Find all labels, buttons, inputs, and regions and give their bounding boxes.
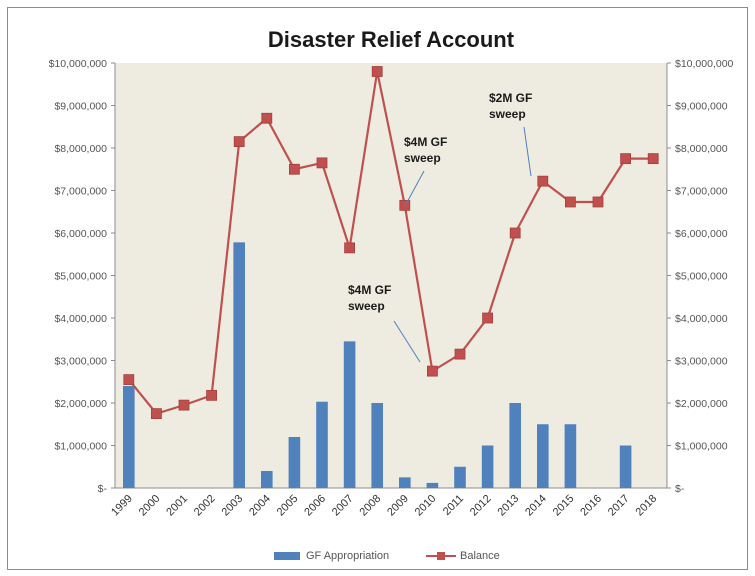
y-tick-label-left: $2,000,000 [54,398,107,410]
bar-gf-appropriation [371,403,383,488]
annotation-pointer [523,126,532,177]
y-tick-label-left: $7,000,000 [54,186,107,198]
balance-point [647,153,659,165]
balance-point [565,196,576,208]
y-tick-label-left: $3,000,000 [54,356,107,368]
bar-gf-appropriation [509,403,521,488]
y-tick-label-right: $1,000,000 [675,441,728,453]
x-tick-label: 2001 [164,493,190,519]
x-tick-label: 2002 [192,493,218,519]
x-tick-label: 2004 [247,493,273,519]
x-tick-label: 2016 [578,493,604,519]
bar-gf-appropriation [316,401,328,488]
balance-point [178,399,190,411]
y-tick-label-left: $5,000,000 [54,271,107,283]
balance-point [482,312,494,324]
y-tick-label-left: $8,000,000 [54,143,107,155]
annotation-label-line2: sweep [489,107,526,121]
y-tick-label-right: $7,000,000 [675,186,728,198]
x-tick-label: 2014 [523,493,549,519]
y-axis-ticks: $- $- $1,000,000 $1,000,000 $2,000,000 $2,000… [49,58,734,495]
bar-gf-appropriation [564,424,577,488]
legend-label-bar: GF Appropriation [306,550,389,562]
annotations: $4M GF sweep $4M GF sweep $2M GF sweep [348,91,532,363]
legend-swatch-bar [274,552,300,560]
x-tick-label: 2011 [441,493,466,518]
balance-point [288,163,300,175]
balance-point [123,374,135,386]
bar-gf-appropriation [619,445,632,488]
bar-gf-appropriation [481,445,494,488]
balance-point [206,389,218,401]
x-tick-label: 2005 [275,493,301,519]
bar-gf-appropriation [343,341,356,488]
y-tick-label-left: $6,000,000 [54,228,107,240]
x-tick-label: 2015 [551,493,577,519]
x-tick-label: 2008 [358,493,384,519]
x-tick-label: 2007 [330,493,356,519]
y-tick-label-right: $6,000,000 [675,228,728,240]
annotation-pointer [404,170,425,207]
y-tick-label-left: $10,000,000 [49,58,108,70]
bar-gf-appropriation [454,466,466,488]
balance-point [150,408,162,420]
x-tick-label: 2003 [220,493,246,519]
balance-point [454,348,466,360]
annotation-label-line2: sweep [404,151,441,165]
annotation-pointer [393,320,421,363]
chart-title: Disaster Relief Account [268,27,515,52]
x-tick-label: 2010 [413,493,439,519]
balance-point [509,227,521,239]
plot-area [115,63,667,488]
balance-point [592,196,604,208]
legend-label-line: Balance [460,550,500,562]
x-tick-label: 2018 [634,493,660,519]
x-tick-label: 2009 [385,493,411,519]
appropriation-bars [123,242,632,488]
bar-gf-appropriation [233,242,245,488]
balance-point [233,136,245,148]
bar-gf-appropriation [537,424,549,488]
y-tick-label-left: $9,000,000 [54,101,107,113]
y-tick-label-right: $2,000,000 [675,398,728,410]
y-tick-label-right: $4,000,000 [675,313,728,325]
bar-gf-appropriation [426,482,439,488]
balance-point [316,157,328,169]
bar-gf-appropriation [399,477,411,488]
x-tick-label: 2017 [606,493,632,519]
balance-line-series [123,66,659,420]
bar-gf-appropriation [261,471,273,488]
balance-point [620,153,631,165]
y-tick-label-left: $- [98,483,108,495]
y-tick-label-left: $1,000,000 [54,441,107,453]
bar-gf-appropriation [123,386,135,488]
balance-point [261,112,273,124]
y-tick-label-right: $- [675,483,685,495]
legend: GF Appropriation Balance [274,550,500,562]
x-axis-ticks: 1999 2000 2001 2002 2003 2004 2005 2006 2007 2008… [109,493,659,519]
annotation-label-line1: $4M GF [348,283,391,297]
x-tick-label: 2000 [137,493,163,519]
annotation-label-line1: $4M GF [404,135,447,149]
chart-frame: Disaster Relief Account $- $- $1,000,000 $1… [7,7,748,570]
balance-point [426,365,438,377]
annotation-label-line1: $2M GF [489,91,532,105]
x-tick-label: 2012 [468,493,494,519]
balance-point [371,66,383,77]
balance-point [537,175,549,187]
x-tick-label: 2013 [496,493,522,519]
annotation-label-line2: sweep [348,299,385,313]
y-tick-label-right: $9,000,000 [675,101,728,113]
x-tick-label: 2006 [302,493,328,519]
y-tick-label-left: $4,000,000 [54,313,107,325]
disaster-relief-chart: Disaster Relief Account $- $- $1,000,000 $1… [49,27,734,562]
y-tick-label-right: $3,000,000 [675,356,728,368]
y-tick-label-right: $5,000,000 [675,271,728,283]
y-tick-label-right: $10,000,000 [675,58,734,70]
legend-marker-balance [437,552,445,560]
bar-gf-appropriation [288,437,301,488]
y-tick-label-right: $8,000,000 [675,143,728,155]
balance-point [344,242,356,254]
x-tick-label: 1999 [109,493,135,519]
